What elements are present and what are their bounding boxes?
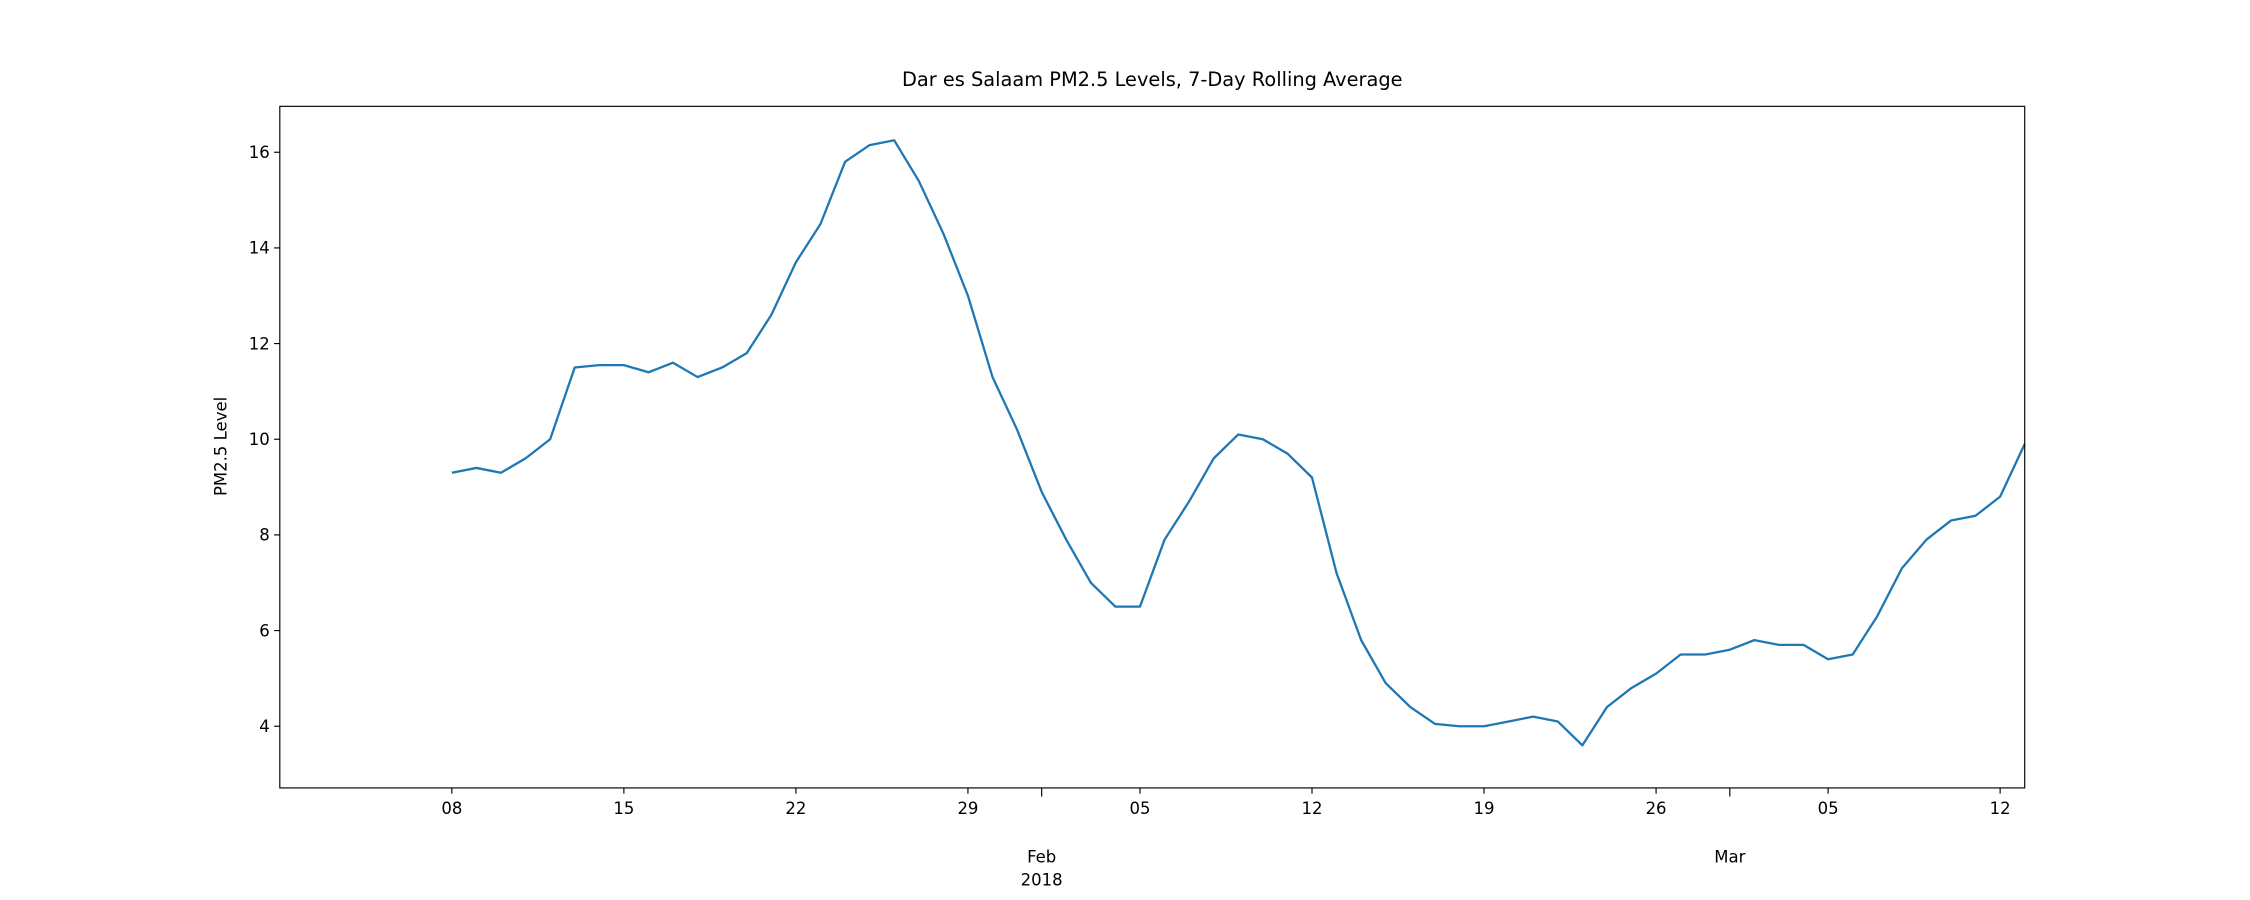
x-month-label: Feb — [1027, 848, 1056, 867]
x-tick-label: 22 — [785, 799, 806, 818]
y-axis-label: PM2.5 Level — [212, 397, 231, 496]
x-tick-label: 29 — [957, 799, 978, 818]
x-tick-label: 12 — [1302, 799, 1323, 818]
x-tick-label: 12 — [1990, 799, 2011, 818]
x-tick-label: 05 — [1818, 799, 1839, 818]
x-tick-label: 19 — [1474, 799, 1495, 818]
y-tick-label: 4 — [259, 717, 270, 736]
x-tick-label: 05 — [1129, 799, 1150, 818]
data-line — [451, 139, 2026, 747]
y-tick-label: 10 — [249, 430, 270, 449]
y-tick-label: 12 — [249, 334, 270, 353]
y-tick-label: 8 — [259, 526, 270, 545]
plot-frame — [279, 105, 2026, 789]
y-tick-label: 14 — [249, 239, 270, 258]
x-tick-label: 15 — [613, 799, 634, 818]
x-month-label: Mar — [1714, 848, 1745, 867]
x-tick-label: 08 — [441, 799, 462, 818]
y-tick-label: 16 — [249, 143, 270, 162]
y-tick-label: 6 — [259, 621, 270, 640]
chart-title: Dar es Salaam PM2.5 Levels, 7-Day Rollin… — [902, 68, 1403, 91]
x-year-label: 2018 — [1021, 871, 1063, 890]
x-tick-label: 26 — [1646, 799, 1667, 818]
